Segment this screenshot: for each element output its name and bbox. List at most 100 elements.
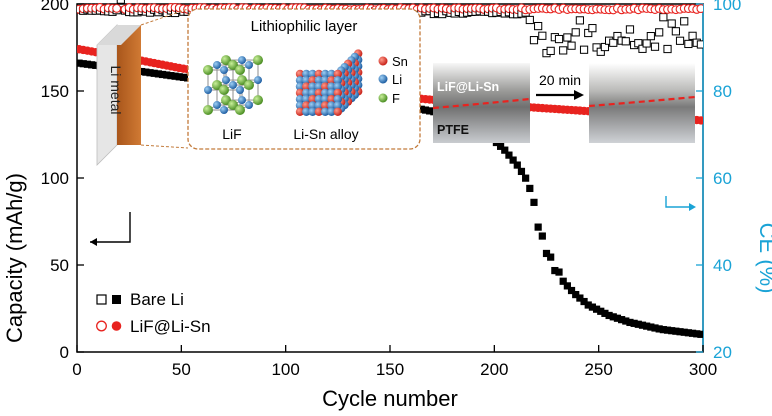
lif-label: LiF (222, 126, 241, 142)
bare-capacity-point (584, 301, 592, 309)
x-tick-label: 100 (271, 360, 299, 379)
x-tick-label: 200 (480, 360, 508, 379)
bare-ce-point (116, 0, 125, 4)
bare-ce-point (655, 28, 664, 37)
bare-ce-point (592, 43, 601, 52)
li-sn-alloy-label: Li-Sn alloy (293, 126, 358, 142)
x-axis-label: Cycle number (322, 386, 458, 411)
bare-capacity-point (659, 326, 667, 334)
y2-tick-label: 20 (713, 343, 732, 362)
bare-capacity-point (588, 303, 597, 311)
bare-ce-point (554, 34, 564, 44)
lithiophilic-layer-title: Lithiophilic layer (251, 18, 358, 35)
x-tick-label: 0 (72, 360, 81, 379)
bare-capacity-point (676, 328, 684, 336)
bare-capacity-point (684, 329, 692, 337)
bare-capacity-point (92, 61, 100, 69)
lif-capacity-point (696, 116, 703, 125)
element-key: Sn Li F (378, 54, 408, 106)
capacity-arrow-head (90, 238, 97, 246)
bare-ce-point (609, 38, 618, 47)
bare-capacity-point (83, 60, 92, 68)
bare-ce-point (646, 32, 655, 41)
bare-capacity-point (613, 314, 622, 322)
bare-capacity-point (138, 67, 146, 76)
bare-capacity-point (526, 184, 534, 193)
y2-tick-label: 80 (713, 82, 732, 101)
time-arrow-head (574, 90, 584, 100)
y-axis-label: Capacity (mAh/g) (2, 173, 27, 343)
lif-ce-point (696, 4, 703, 14)
legend-label-bare: Bare Li (130, 290, 184, 309)
y-tick-label: 50 (50, 256, 69, 275)
bare-capacity-point (88, 61, 96, 69)
bare-ce-point (634, 39, 643, 48)
photo-coating-label: LiF@Li-Sn (437, 80, 499, 94)
zoom-line-top (140, 8, 189, 26)
zoom-line-bottom (140, 144, 189, 149)
photo-before: LiF@Li-Sn PTFE (432, 63, 531, 143)
bare-capacity-point (597, 307, 605, 315)
bare-capacity-point (522, 174, 530, 182)
bare-capacity-point (163, 71, 171, 79)
bare-capacity-point (580, 297, 588, 306)
li-metal-slab: Li metal (96, 24, 141, 166)
bare-ce-point (642, 39, 651, 48)
bare-capacity-point (150, 69, 158, 77)
bare-capacity-point (630, 319, 638, 327)
time-label: 20 min (539, 72, 581, 88)
bare-ce-point (529, 36, 539, 45)
bare-ce-point (663, 44, 672, 54)
bare-capacity-point (663, 326, 672, 334)
y2-axis-label: CE (%) (755, 223, 772, 294)
bare-capacity-point (426, 107, 434, 115)
bare-capacity-point (417, 105, 425, 113)
bare-capacity-point (146, 69, 154, 77)
x-tick-label: 250 (584, 360, 612, 379)
bare-capacity-point (79, 60, 87, 68)
bare-capacity-point (551, 266, 559, 275)
y2-tick-label: 100 (713, 0, 741, 14)
bare-capacity-point (567, 286, 576, 295)
bare-capacity-point (592, 305, 601, 313)
bare-capacity-point (651, 324, 659, 332)
element-f-label: F (392, 91, 400, 106)
bare-ce-point (567, 41, 576, 50)
bare-ce-point (600, 42, 610, 52)
li-metal-label: Li metal (108, 65, 124, 114)
bare-capacity-point (622, 317, 630, 325)
bare-capacity-point (618, 316, 626, 324)
photo-after (588, 63, 696, 143)
y2-tick-label: 40 (713, 256, 732, 275)
bare-capacity-point (534, 223, 542, 231)
y-tick-label: 150 (41, 82, 69, 101)
lif-ce-point (112, 3, 122, 13)
lif-lattice-icon (203, 55, 263, 115)
bare-ce-point (696, 40, 703, 49)
bare-capacity-point (697, 330, 703, 338)
bare-capacity-point (672, 327, 680, 335)
bare-capacity-point (542, 249, 551, 258)
bare-ce-point (688, 31, 697, 40)
bare-capacity-point (572, 290, 580, 299)
bare-ce-point (534, 21, 543, 31)
bare-capacity-point (680, 328, 688, 336)
element-sn-label: Sn (392, 54, 408, 69)
bare-ce-point (650, 42, 660, 51)
bare-capacity-point (563, 282, 571, 290)
legend-lif-capacity-marker (111, 321, 122, 331)
bare-ce-point (571, 28, 580, 37)
bare-capacity-point (509, 156, 517, 164)
bare-capacity-point (513, 161, 521, 169)
bare-capacity-point (605, 311, 613, 320)
legend-label-lif: LiF@Li-Sn (130, 317, 211, 336)
bare-capacity-point (634, 320, 642, 328)
bare-capacity-point (638, 321, 647, 329)
axis-ticks: 0 50 100 150 200 250 300 0 50 100 150 200 20 40 60 80 10… (41, 0, 742, 379)
bare-capacity-point (505, 151, 513, 159)
bare-capacity-point (693, 330, 701, 338)
bare-capacity-point (496, 142, 505, 150)
ce-axis-arrow (665, 196, 690, 208)
bare-ce-point (588, 24, 597, 33)
y-tick-label: 0 (60, 343, 69, 362)
